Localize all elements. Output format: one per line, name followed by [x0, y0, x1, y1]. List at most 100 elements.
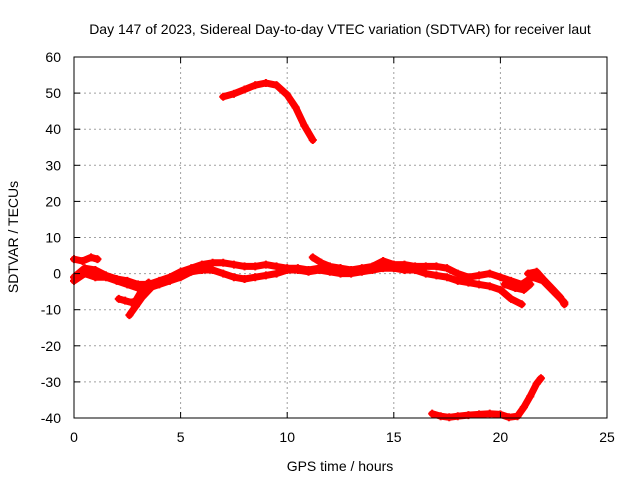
data-point-marker — [475, 280, 484, 289]
data-point-marker — [485, 269, 494, 278]
data-point-marker — [138, 293, 147, 302]
data-point-marker — [519, 403, 528, 412]
data-point-marker — [229, 89, 238, 98]
series-band — [219, 79, 317, 144]
data-point-marker — [453, 269, 462, 278]
data-point-marker — [496, 273, 505, 282]
data-point-marker — [432, 262, 441, 271]
data-point-marker — [93, 255, 102, 264]
series-arc-high — [219, 78, 317, 145]
data-point-marker — [560, 300, 569, 309]
data-point-marker — [219, 258, 228, 267]
data-point-marker — [453, 276, 462, 285]
data-point-marker — [496, 285, 505, 294]
series-arc-low — [428, 374, 545, 422]
y-tick-label: 0 — [53, 266, 61, 282]
data-point-marker — [464, 278, 473, 287]
data-point-marker — [208, 265, 217, 274]
data-point-marker — [272, 269, 281, 278]
series-arc-end — [524, 267, 569, 309]
data-point-marker — [291, 103, 300, 112]
data-point-marker — [432, 271, 441, 280]
data-point-marker — [421, 269, 430, 278]
data-point-marker — [500, 280, 509, 289]
data-point-marker — [155, 280, 164, 289]
data-point-marker — [229, 273, 238, 282]
x-tick-label: 15 — [386, 429, 402, 445]
x-axis-label: GPS time / hours — [287, 458, 394, 474]
data-point-marker — [379, 256, 388, 265]
data-point-marker — [400, 265, 409, 274]
data-point-marker — [165, 276, 174, 285]
data-point-marker — [357, 267, 366, 276]
data-point-marker — [526, 392, 535, 401]
data-point-marker — [308, 136, 317, 145]
data-point-marker — [532, 267, 541, 276]
data-point-marker — [519, 285, 528, 294]
axis-ticks: 0 5 10 15 20 25 -40 -30 -20 -10 0 10 20 30 40 50 60 — [41, 49, 615, 445]
data-point-marker — [251, 262, 260, 271]
data-point-marker — [131, 302, 140, 311]
data-point-marker — [251, 273, 260, 282]
data-point-marker — [91, 265, 100, 274]
data-point-marker — [368, 265, 377, 274]
data-point-marker — [539, 275, 548, 284]
data-point-marker — [219, 92, 228, 101]
data-point-marker — [336, 264, 345, 273]
data-point-marker — [208, 258, 217, 267]
data-point-marker — [453, 412, 462, 421]
series-arc-late — [500, 280, 535, 294]
series-band — [309, 253, 344, 272]
series-arc-dip-2 — [125, 284, 155, 320]
x-tick-label: 20 — [493, 429, 509, 445]
data-point-marker — [347, 269, 356, 278]
data-point-marker — [485, 409, 494, 418]
data-point-marker — [87, 253, 96, 262]
data-point-marker — [411, 265, 420, 274]
data-point-marker — [304, 267, 313, 276]
data-point-marker — [80, 269, 89, 278]
grid — [74, 57, 607, 418]
data-point-marker — [556, 293, 565, 302]
data-point-marker — [532, 379, 541, 388]
y-axis-label: SDTVAR / TECUs — [5, 181, 21, 293]
data-point-marker — [197, 265, 206, 274]
data-point-marker — [91, 273, 100, 282]
data-point-marker — [517, 300, 526, 309]
data-point-marker — [325, 262, 334, 271]
data-point-marker — [485, 282, 494, 291]
data-point-marker — [187, 267, 196, 276]
data-point-marker — [261, 260, 270, 269]
data-point-marker — [283, 90, 292, 99]
data-point-marker — [524, 269, 533, 278]
series-arc-start-left — [70, 253, 102, 265]
data-point-marker — [317, 258, 326, 267]
data-point-marker — [272, 81, 281, 90]
data-point-marker — [261, 271, 270, 280]
data-point-marker — [315, 265, 324, 274]
y-tick-label: 50 — [45, 85, 61, 101]
data-point-marker — [389, 264, 398, 273]
x-tick-label: 25 — [599, 429, 615, 445]
data-point-marker — [272, 262, 281, 271]
data-point-marker — [475, 410, 484, 419]
data-point-marker — [261, 78, 270, 87]
data-point-marker — [445, 413, 454, 422]
data-point-marker — [121, 296, 130, 305]
y-tick-label: -30 — [41, 374, 61, 390]
data-point-marker — [379, 264, 388, 273]
series-band — [428, 374, 545, 421]
data-point-marker — [125, 311, 134, 320]
data-point-marker — [293, 265, 302, 274]
y-tick-label: 10 — [45, 230, 61, 246]
data-point-marker — [123, 280, 132, 289]
data-point-marker — [443, 273, 452, 282]
y-tick-label: 60 — [45, 49, 61, 65]
y-tick-label: -40 — [41, 410, 61, 426]
y-tick-label: -10 — [41, 302, 61, 318]
data-point-marker — [421, 262, 430, 271]
data-point-marker — [511, 284, 520, 293]
data-point-marker — [176, 273, 185, 282]
y-tick-label: -20 — [41, 338, 61, 354]
x-tick-label: 5 — [177, 429, 185, 445]
